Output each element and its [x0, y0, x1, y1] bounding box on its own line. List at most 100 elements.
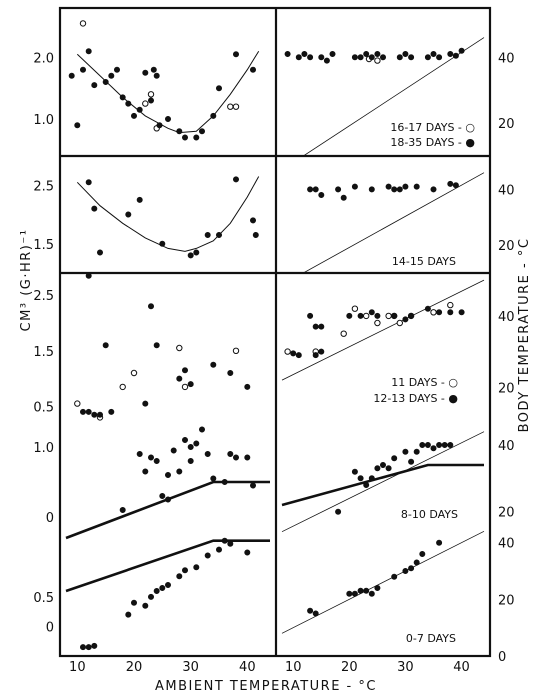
panel-5-y-tick-0: 20	[498, 381, 515, 396]
panel-5-series-0-point-4	[363, 312, 370, 320]
panel-6-series-0-point-18	[227, 450, 234, 457]
panel-9-series-0-point-5	[363, 587, 370, 594]
panel-1-series-1-point-6	[329, 50, 336, 57]
panel-4-series-1-point-12	[210, 361, 217, 368]
panel-1-series-1-point-2	[301, 50, 308, 57]
panel-7-series-0-point-8	[391, 455, 398, 462]
panel-7-annotation-0: 8-10 DAYS	[401, 508, 458, 521]
panel-0-series-0-point-0	[79, 20, 87, 27]
panel-0-y-tick-0: 1.0	[33, 113, 54, 128]
panel-4-series-1-point-5	[108, 408, 115, 415]
panel-9-series-0-point-9	[402, 567, 409, 574]
panel-5-y-tick-1: 40	[498, 310, 515, 325]
panel-2-series-0-point-4	[136, 196, 143, 203]
panel-0-series-0-point-1	[142, 100, 149, 107]
panel-9-series-0-point-0	[307, 607, 314, 614]
panel-3-series-0-point-3	[335, 186, 342, 193]
panel-0-series-1-point-7	[114, 66, 121, 73]
panel-4-series-1-point-0	[80, 408, 87, 415]
panel-7-series-0-point-4	[368, 475, 375, 482]
panel-9-reference-line	[281, 530, 485, 634]
panel-5-series-1-point-16	[447, 309, 454, 316]
panel-3-series-0-point-6	[368, 186, 375, 193]
panel-9-series-0-point-2	[346, 590, 353, 597]
panel-6-series-0-point-12	[187, 443, 194, 450]
panel-8-series-0-point-5	[142, 602, 149, 609]
panel-4-series-1-point-10	[182, 367, 189, 374]
panel-0-series-1-point-12	[142, 69, 149, 76]
panel-1-series-1-point-20	[452, 52, 459, 59]
panel-3-reference-line	[302, 172, 485, 273]
panel-7-series-0-point-10	[408, 458, 415, 465]
panel-0-series-1-point-14	[150, 66, 157, 73]
panel-5-series-1-point-1	[295, 352, 302, 359]
panel-3-group	[302, 172, 485, 273]
panel-8-series-0-point-2	[91, 642, 98, 649]
panel-0-series-1-point-4	[91, 82, 98, 89]
panel-3-series-0-point-8	[391, 186, 398, 193]
panel-6-series-0-point-10	[182, 436, 189, 443]
panel-5-series-0-point-6	[385, 312, 392, 320]
panel-1-series-1-point-8	[357, 54, 364, 61]
panel-9-group	[281, 530, 485, 634]
panel-1-series-1-point-12	[379, 54, 386, 61]
panel-2-y-tick-1: 2.5	[33, 179, 54, 194]
panel-1-y-tick-1: 40	[498, 51, 515, 66]
panel-3-series-0-point-7	[385, 183, 392, 190]
panel-1-series-1-point-7	[351, 54, 358, 61]
panel-4-series-1-point-8	[153, 342, 160, 349]
panel-6-series-0-point-16	[210, 475, 217, 482]
panel-9-y-tick-2: 40	[498, 537, 515, 552]
panel-6-series-0-point-0	[119, 506, 126, 513]
panel-8-series-0-point-6	[148, 593, 155, 600]
panel-1-series-0-point-1	[374, 57, 381, 64]
panel-4-group	[74, 273, 251, 421]
panel-8-y-tick-0: 0.5	[33, 591, 54, 606]
panel-5-annotation-1: 12-13 DAYS - ●	[373, 392, 458, 405]
panel-9-series-0-point-11	[413, 559, 420, 566]
panel-annotations: 16-17 DAYS - ○ 18-35 DAYS - ● 14-15 DAYS 11…	[373, 121, 475, 645]
panel-0-series-1-point-25	[250, 66, 257, 73]
panel-8-series-0-point-12	[193, 564, 200, 571]
panel-2-series-0-point-2	[97, 249, 104, 256]
panel-1-series-1-point-10	[368, 54, 375, 61]
panel-5-series-1-point-7	[346, 312, 353, 319]
panel-7-group	[281, 431, 485, 533]
panel-2-series-0-point-5	[159, 240, 166, 247]
panel-3-series-0-point-0	[307, 186, 314, 193]
panel-0-series-1-point-18	[176, 128, 183, 135]
panel-0-x-tick-0: 10	[69, 660, 86, 675]
panel-0-y-tick-1: 2.0	[33, 51, 54, 66]
panel-1-series-1-point-0	[284, 50, 291, 57]
panel-6-series-0-point-17	[221, 478, 228, 485]
panel-6-series-0-point-3	[148, 454, 155, 461]
panel-5-series-1-point-0	[290, 350, 297, 357]
panel-3-series-0-point-12	[430, 186, 437, 193]
panel-0-x-tick-1: 20	[126, 660, 143, 675]
panel-6-series-0-point-7	[165, 471, 172, 478]
panel-4-series-1-point-6	[142, 400, 149, 407]
panel-6-series-0-point-20	[244, 454, 251, 461]
panel-2-series-0-point-9	[216, 232, 223, 239]
panel-7-series-0-point-0	[335, 508, 342, 515]
panel-5-reference-line	[281, 279, 485, 381]
panel-0-series-1-point-15	[153, 72, 160, 79]
panel-4-series-0-point-2	[119, 383, 126, 391]
panel-0-series-1-point-11	[136, 106, 143, 113]
right-axis-title: BODY TEMPERATURE - °C	[517, 238, 532, 433]
panel-1-series-1-point-1	[295, 54, 302, 61]
panel-0-series-1-point-22	[210, 112, 217, 119]
panel-5-series-1-point-2	[312, 352, 319, 359]
panel-1-y-tick-0: 20	[498, 117, 515, 132]
panel-8-series-0-point-10	[176, 573, 183, 580]
panel-5-series-0-point-11	[447, 301, 454, 309]
panel-8-series-0-point-9	[165, 581, 172, 588]
panel-0-x-tick-2: 30	[182, 660, 199, 675]
panel-6-y-tick-1: 1.0	[33, 441, 54, 456]
panel-9-annotation-0: 0-7 DAYS	[406, 632, 456, 645]
panel-9-x-tick-2: 30	[397, 660, 414, 675]
panel-4-series-0-point-6	[232, 347, 240, 354]
panel-9-series-0-point-13	[436, 539, 443, 546]
panel-6-y-tick-0: 0	[46, 511, 54, 526]
